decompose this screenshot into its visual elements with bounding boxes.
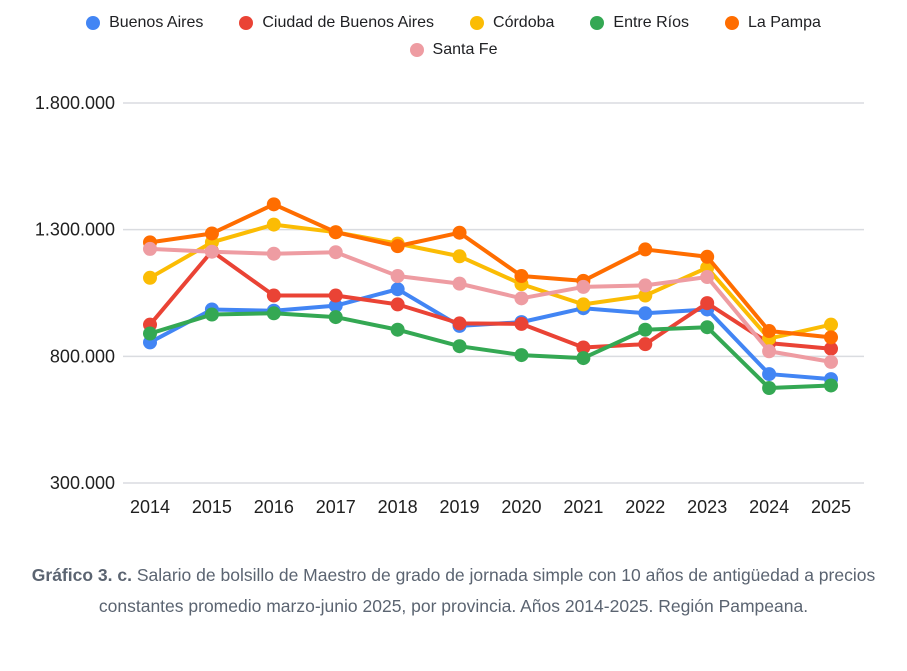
series-santa-fe [143,241,838,369]
legend-item-santa-fe: Santa Fe [409,41,498,59]
figure-caption-body: Salario de bolsillo de Maestro de grado … [98,565,876,616]
series-color-dot-icon [86,16,101,30]
legend-label-santa-fe: Santa Fe [432,41,498,58]
line-chart-plot-area: 1.800.000 1.300.000 800.000 300.000 2014 2015… [35,93,864,517]
series-color-dot-icon [470,16,485,30]
svg-text:2015: 2015 [192,497,232,517]
svg-text:800.000: 800.000 [50,346,115,366]
legend-item-ciudad-de-buenos-aires: Ciudad de Buenos Aires [239,14,434,32]
legend-item-buenos-aires: Buenos Aires [86,14,203,32]
svg-text:2017: 2017 [316,497,356,517]
figure-caption-text: Gráfico 3. c. Salario de bolsillo de Mae… [28,560,880,622]
svg-text:1.800.000: 1.800.000 [35,93,115,113]
gridlines [123,102,864,484]
legend-label-la-pampa: La Pampa [747,14,821,31]
legend-item-la-pampa: La Pampa [724,14,821,32]
svg-text:2024: 2024 [749,497,789,517]
series-córdoba [143,217,838,346]
svg-text:2021: 2021 [563,497,603,517]
svg-text:300.000: 300.000 [50,473,115,493]
legend-label-cordoba: Córdoba [493,14,555,31]
legend-label-entre-rios: Entre Ríos [613,14,689,31]
svg-text:2018: 2018 [378,497,418,517]
series-entre-ríos [143,306,838,395]
svg-text:2025: 2025 [811,497,851,517]
series-color-dot-icon [239,16,254,30]
legend-item-cordoba: Córdoba [470,14,554,32]
svg-text:2016: 2016 [254,497,294,517]
chart-legend: Buenos Aires Ciudad de Buenos Aires Córd… [0,14,907,59]
y-axis-labels: 1.800.000 1.300.000 800.000 300.000 [35,93,115,493]
figure-caption-label: Gráfico 3. c. [31,565,132,585]
figure-caption: Gráfico 3. c. Salario de bolsillo de Mae… [0,560,907,622]
svg-text:2022: 2022 [625,497,665,517]
x-axis-labels: 2014 2015 2016 2017 2018 2019 2020 2021 2022 2023… [130,497,851,517]
svg-text:2020: 2020 [501,497,541,517]
svg-text:2014: 2014 [130,497,170,517]
svg-text:2019: 2019 [440,497,480,517]
svg-text:1.300.000: 1.300.000 [35,220,115,240]
legend-row-1: Buenos Aires Ciudad de Buenos Aires Córd… [86,14,821,32]
svg-text:2023: 2023 [687,497,727,517]
series-color-dot-icon [409,43,424,57]
legend-label-ciudad-de-buenos-aires: Ciudad de Buenos Aires [262,14,435,31]
legend-item-entre-rios: Entre Ríos [590,14,689,32]
legend-label-buenos-aires: Buenos Aires [109,14,204,31]
series-color-dot-icon [590,16,605,30]
legend-row-2: Santa Fe [409,41,498,59]
series-la-pampa [143,197,838,345]
series-color-dot-icon [724,16,739,30]
